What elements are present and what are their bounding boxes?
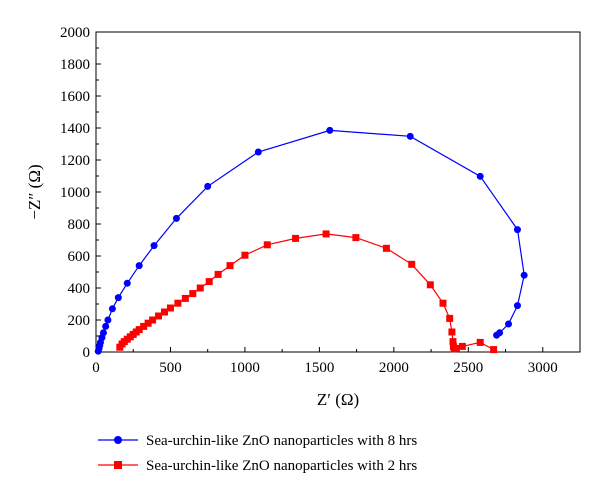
y-axis-title: −Z″ (Ω) <box>25 164 44 219</box>
data-point <box>166 304 174 312</box>
legend-label: Sea-urchin-like ZnO nanoparticles with 8… <box>146 433 417 449</box>
y-tick-label: 1000 <box>60 185 90 201</box>
data-point <box>149 316 157 324</box>
data-point <box>241 251 249 259</box>
data-point <box>135 326 143 334</box>
data-point <box>99 329 107 337</box>
series-line <box>97 129 525 352</box>
data-point <box>181 294 189 302</box>
legend-marker <box>114 461 122 469</box>
y-tick-label: 1200 <box>60 153 90 169</box>
y-tick-label: 1600 <box>60 89 90 105</box>
plot-frame <box>95 31 581 353</box>
x-tick-label: 1000 <box>230 360 260 376</box>
y-tick-label: 200 <box>68 313 91 329</box>
x-tick-label: 500 <box>159 360 182 376</box>
data-point <box>408 260 416 268</box>
x-tick-label: 2500 <box>453 360 483 376</box>
data-point <box>104 316 112 324</box>
data-point <box>135 262 143 270</box>
legend: Sea-urchin-like ZnO nanoparticles with 8… <box>98 433 417 474</box>
y-tick-label: 600 <box>68 249 91 265</box>
data-point <box>352 234 360 242</box>
data-point <box>196 284 204 292</box>
y-axis-ticks: 0 200 400 600 800 1000 1200 1400 1600 1800 2000 <box>60 25 101 361</box>
y-tick-label: 0 <box>83 345 91 361</box>
y-tick-label: 800 <box>68 217 91 233</box>
data-point <box>476 172 484 180</box>
series-2 <box>116 230 498 354</box>
data-point <box>448 328 456 336</box>
data-point <box>513 302 521 310</box>
y-tick-label: 1400 <box>60 121 90 137</box>
data-point <box>204 182 212 190</box>
x-tick-label: 0 <box>92 360 100 376</box>
data-point <box>140 322 148 330</box>
data-point <box>326 126 334 134</box>
legend-item-2: Sea-urchin-like ZnO nanoparticles with 2… <box>98 458 417 474</box>
data-point <box>449 338 457 346</box>
data-point <box>505 320 513 328</box>
data-point <box>172 214 180 222</box>
data-point <box>446 314 454 322</box>
plot-border <box>95 31 581 353</box>
x-tick-label: 3000 <box>528 360 558 376</box>
data-point <box>322 230 330 238</box>
data-point <box>123 279 131 287</box>
data-point <box>161 308 169 316</box>
data-point <box>490 346 498 354</box>
data-point <box>493 331 501 339</box>
y-tick-label: 400 <box>68 281 91 297</box>
data-point <box>426 281 434 289</box>
data-point <box>292 234 300 242</box>
data-point <box>406 132 414 140</box>
data-point <box>226 262 234 270</box>
data-point <box>458 342 466 350</box>
data-point <box>155 312 163 320</box>
x-axis-title: Z′ (Ω) <box>317 390 359 409</box>
data-point <box>476 338 484 346</box>
y-tick-label: 1800 <box>60 57 90 73</box>
data-point <box>205 278 213 286</box>
data-point <box>382 244 390 252</box>
data-point <box>520 271 528 279</box>
x-axis-ticks: 0 500 1000 1500 2000 2500 3000 <box>92 347 558 376</box>
data-point <box>108 305 116 313</box>
x-tick-label: 2000 <box>379 360 409 376</box>
data-point <box>513 226 521 234</box>
series-layer <box>94 126 528 355</box>
legend-marker <box>114 436 122 444</box>
data-point <box>114 294 122 302</box>
data-point <box>452 344 460 352</box>
data-point <box>174 299 182 307</box>
legend-label: Sea-urchin-like ZnO nanoparticles with 2… <box>146 458 417 474</box>
data-point <box>214 270 222 278</box>
data-point <box>439 299 447 307</box>
data-point <box>254 148 262 156</box>
series-1 <box>94 126 528 355</box>
y-tick-label: 2000 <box>60 25 90 41</box>
series-line <box>119 233 494 351</box>
x-tick-label: 1500 <box>304 360 334 376</box>
data-point <box>263 241 271 249</box>
data-point <box>150 242 158 250</box>
legend-item-1: Sea-urchin-like ZnO nanoparticles with 8… <box>98 433 417 449</box>
data-point <box>102 322 110 330</box>
data-point <box>189 290 197 298</box>
data-point <box>144 319 152 327</box>
